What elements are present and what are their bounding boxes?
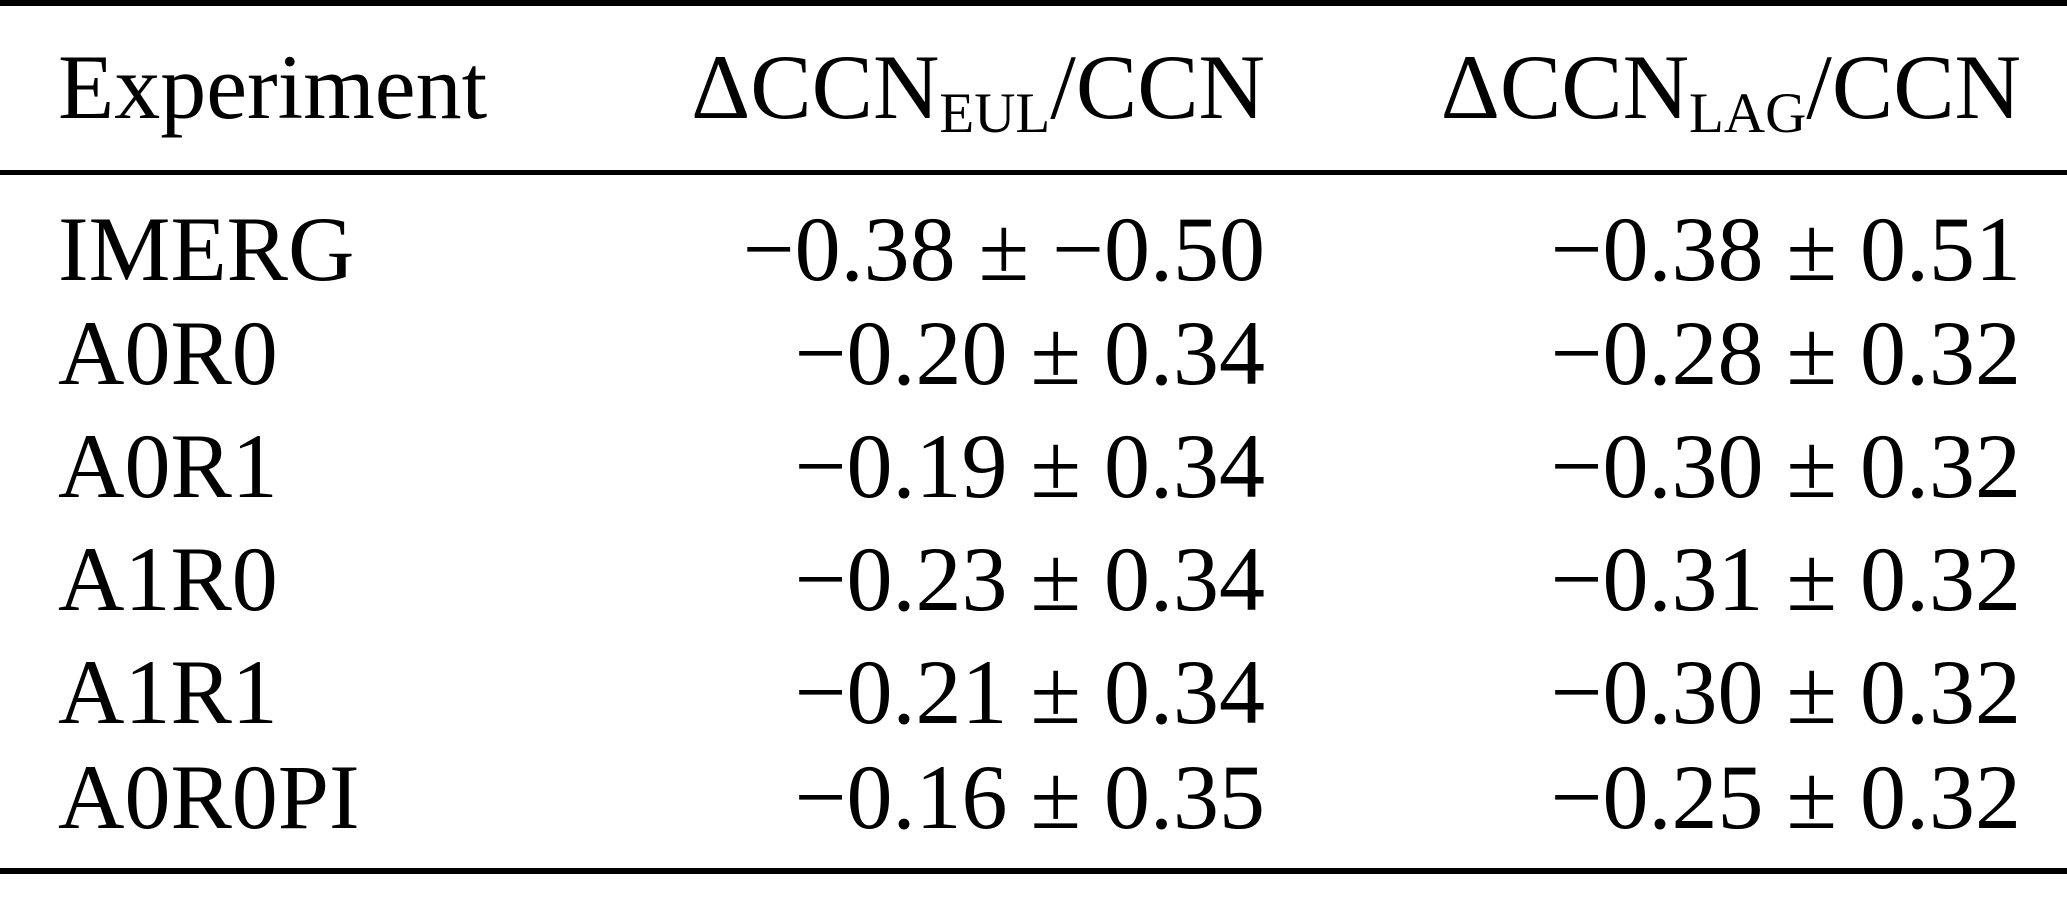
column-header-delta-ccn-lag: ΔCCNLAG/CCN [1290,3,2067,175]
table-row: A1R1 −0.21 ± 0.34 −0.30 ± 0.32 [0,636,2067,749]
eul-value-cell: −0.23 ± 0.34 [794,528,1265,631]
header-lag-subscript: LAG [1689,82,1807,146]
lag-value-cell: −0.25 ± 0.32 [1550,746,2021,849]
experiment-name-cell: A0R0 [58,302,278,405]
table-row: A0R1 −0.19 ± 0.34 −0.30 ± 0.32 [0,410,2067,523]
table-row: A0R0 −0.20 ± 0.34 −0.28 ± 0.32 [0,297,2067,410]
lag-value-cell: −0.30 ± 0.32 [1550,641,2021,744]
experiment-name-cell: A1R1 [58,641,278,744]
eul-value-cell: −0.38 ± −0.50 [742,197,1265,300]
lag-value-cell: −0.38 ± 0.51 [1550,197,2021,300]
table-row: A1R0 −0.23 ± 0.34 −0.31 ± 0.32 [0,523,2067,636]
lag-value-cell: −0.31 ± 0.32 [1550,528,2021,631]
table-row: A0R0PI −0.16 ± 0.35 −0.25 ± 0.32 [0,749,2067,871]
experiment-name-cell: A0R0PI [58,746,360,849]
header-eul-main: ΔCCN [691,36,940,139]
header-lag-suffix: /CCN [1806,36,2021,139]
eul-value-cell: −0.21 ± 0.34 [794,641,1265,744]
column-header-delta-ccn-eul: ΔCCNEUL/CCN [620,3,1290,175]
table-row: IMERG −0.38 ± −0.50 −0.38 ± 0.51 [0,172,2067,297]
header-lag-main: ΔCCN [1440,36,1690,139]
column-header-experiment: Experiment [0,3,620,175]
eul-value-cell: −0.20 ± 0.34 [794,302,1265,405]
header-eul-suffix: /CCN [1050,36,1265,139]
lag-value-cell: −0.30 ± 0.32 [1550,415,2021,518]
header-eul-subscript: EUL [939,82,1051,146]
experiment-name-cell: IMERG [58,197,355,300]
experiment-name-cell: A1R0 [58,528,278,631]
table-header-row: Experiment ΔCCNEUL/CCN ΔCCNLAG/CCN [0,3,2067,175]
experiment-name-cell: A0R1 [58,415,278,518]
eul-value-cell: −0.16 ± 0.35 [794,746,1265,849]
lag-value-cell: −0.28 ± 0.32 [1550,302,2021,405]
eul-value-cell: −0.19 ± 0.34 [794,415,1265,518]
experiment-ccn-table: Experiment ΔCCNEUL/CCN ΔCCNLAG/CCN IMERG… [0,0,2067,874]
